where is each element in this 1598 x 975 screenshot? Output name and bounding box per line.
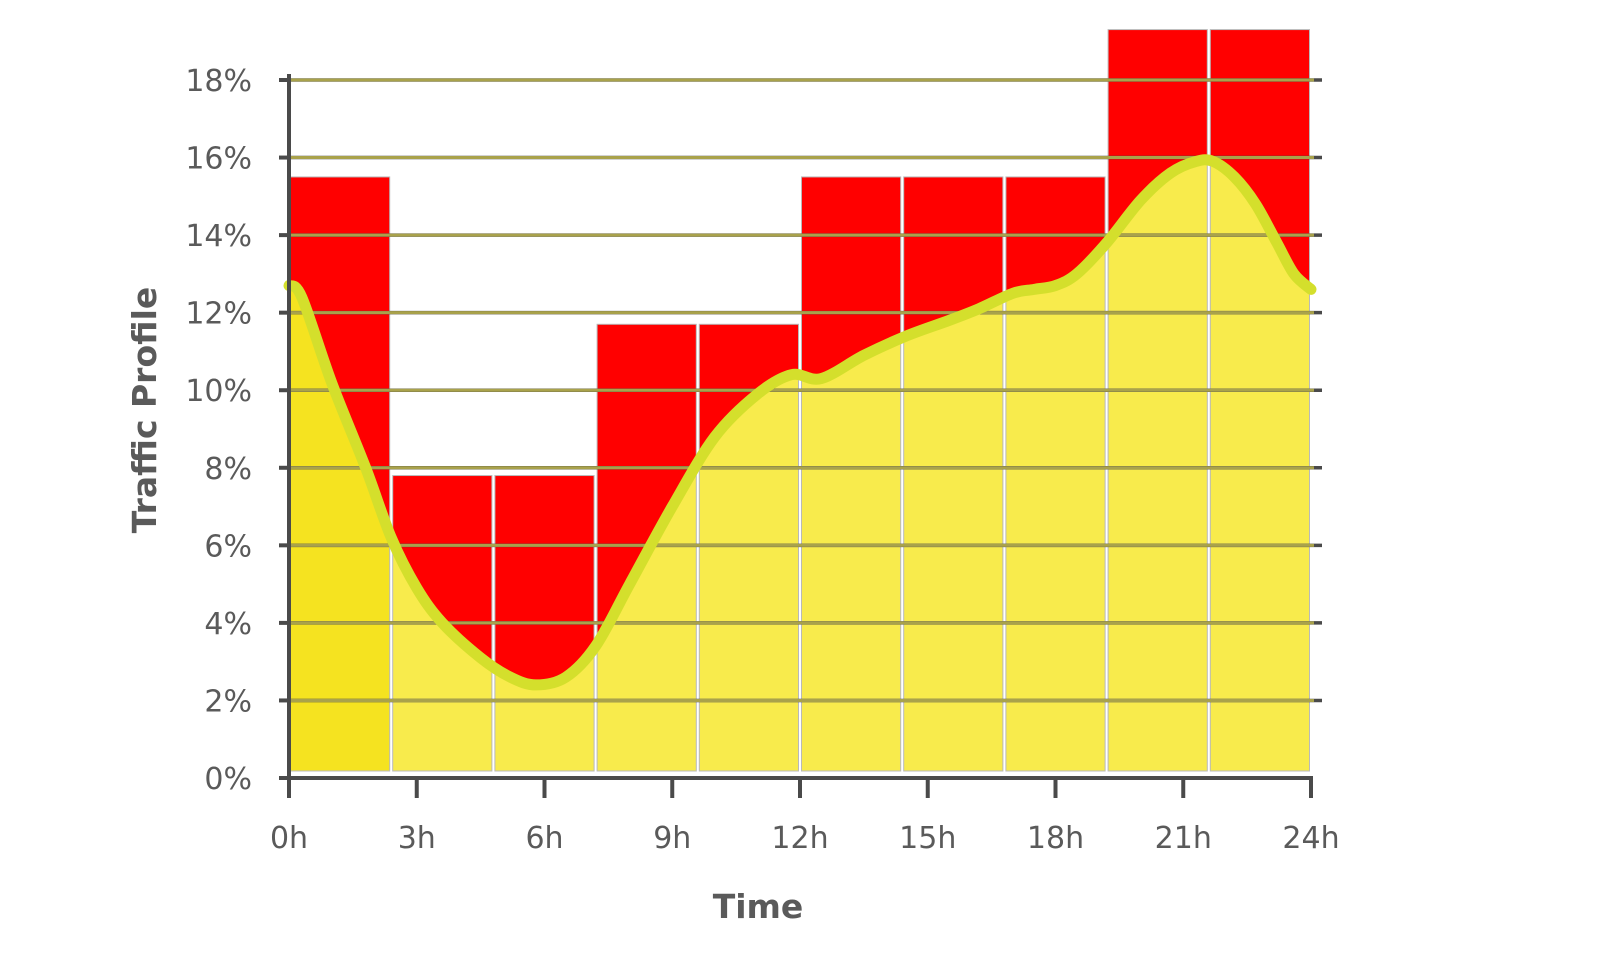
x-tick-label-5: 15h bbox=[899, 821, 956, 856]
x-tick-label-4: 12h bbox=[771, 821, 828, 856]
y-tick-label-9: 18% bbox=[185, 64, 252, 99]
x-tick-label-8: 24h bbox=[1282, 821, 1339, 856]
x-tick-label-1: 3h bbox=[398, 821, 436, 856]
y-tick-label-4: 8% bbox=[204, 452, 252, 487]
bar-outline-7 bbox=[1005, 176, 1106, 772]
x-tick-label-3: 9h bbox=[653, 821, 691, 856]
y-tick-label-0: 0% bbox=[204, 762, 252, 797]
y-tick-label-8: 16% bbox=[185, 142, 252, 177]
axes-group bbox=[279, 74, 1313, 798]
y-axis-title: Traffic Profile bbox=[125, 287, 164, 534]
y-tick-label-3: 6% bbox=[204, 529, 252, 564]
bar-outline-6 bbox=[903, 176, 1004, 772]
bar-outline-8 bbox=[1107, 29, 1208, 772]
bar-outline-4 bbox=[698, 323, 799, 772]
traffic-curve bbox=[283, 154, 1317, 691]
bar-outline-5 bbox=[801, 176, 902, 772]
bar-6 bbox=[903, 297, 1003, 771]
bar-4 bbox=[699, 374, 799, 771]
x-axis-title: Time bbox=[713, 887, 804, 926]
x-tick-label-7: 21h bbox=[1155, 821, 1212, 856]
curve-group bbox=[283, 154, 1317, 691]
bar-outline-3 bbox=[596, 323, 697, 772]
bar-5 bbox=[801, 338, 901, 771]
bar-7 bbox=[1005, 244, 1106, 771]
x-tick-label-2: 6h bbox=[525, 821, 563, 856]
x-tick-label-0: 0h bbox=[270, 821, 308, 856]
x-tick-labels: 0h 3h 6h 9h 12h 15h 18h 21h 24h bbox=[270, 821, 1340, 856]
y-tick-label-6: 12% bbox=[185, 297, 252, 332]
y-tick-label-1: 2% bbox=[204, 684, 252, 719]
bar-outline-9 bbox=[1209, 29, 1311, 772]
y-tick-label-5: 10% bbox=[185, 374, 252, 409]
bar-3 bbox=[597, 467, 697, 771]
y-tick-label-7: 14% bbox=[185, 219, 252, 254]
bar-0 bbox=[290, 286, 390, 771]
gridlines-group bbox=[289, 78, 1322, 703]
x-tick-label-6: 18h bbox=[1027, 821, 1084, 856]
y-tick-label-2: 4% bbox=[204, 607, 252, 642]
y-tick-labels: 0% 2% 4% 6% 8% 10% 12% 14% 16% 18% bbox=[185, 64, 252, 797]
